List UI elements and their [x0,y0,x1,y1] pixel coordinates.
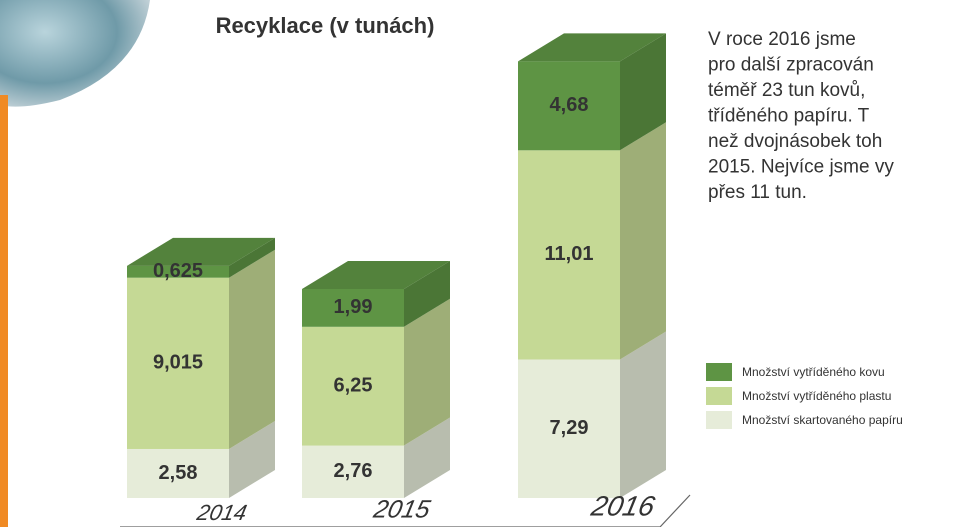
bar-front [127,448,229,498]
bar-front [127,277,229,449]
bar-segment [302,261,450,327]
x-tick-label: 2016 [588,490,658,522]
value-label: 6,25 [334,374,373,396]
bar-front [127,265,229,278]
x-tick-label: 2014 [194,500,249,525]
bar-front [302,445,404,498]
value-label: 9,015 [153,352,203,374]
bar-side [404,261,450,327]
value-label: 11,01 [545,243,594,265]
paragraph-line: téměř 23 tun kovů, [708,80,865,101]
legend-label: Množství vytříděného plastu [742,389,891,403]
bar-front [302,326,404,446]
bar-side [620,331,666,498]
legend-swatch [706,411,732,429]
paragraph-line: 2015. Nejvíce jsme vy [708,157,894,178]
legend-swatch [706,387,732,405]
bar-top [302,261,450,289]
value-label: 7,29 [550,417,589,439]
bar-side [620,33,666,151]
bar-top [127,237,275,266]
bar-front [518,359,620,498]
bar-segment [302,417,450,498]
bar-segment [302,298,450,446]
bar-side [229,237,275,278]
legend-label: Množství skartovaného papíru [742,413,903,427]
bar-top [518,33,666,62]
bar-segment [518,33,666,151]
bar-front [302,289,404,327]
value-label: 2,58 [159,462,198,484]
bar-side [620,122,666,360]
chart-title: Recyklace (v tunách) [216,13,435,38]
bar-segment [127,237,275,278]
bar-front [518,61,620,151]
baseline [120,494,691,527]
bar-segment [127,249,275,449]
bar-side [404,298,450,446]
paragraph-line: přes 11 tun. [708,182,807,203]
legend-swatch [706,363,732,381]
value-label: 4,68 [550,94,589,116]
paragraph-line: tříděného papíru. T [708,106,870,127]
bar-segment [518,331,666,498]
x-tick-label: 2015 [370,496,433,524]
value-label: 1,99 [334,296,373,318]
bar-segment [127,420,275,498]
paragraph-line: V roce 2016 jsme [708,29,856,50]
decoration-globe [0,0,150,107]
value-label: 0,625 [153,260,203,282]
bar-front [518,150,620,360]
bar-side [229,420,275,498]
paragraph-line: než dvojnásobek toh [708,131,882,152]
value-label: 2,76 [334,460,373,482]
decoration-strip [0,95,8,527]
paragraph-line: pro další zpracován [708,55,874,76]
bar-side [404,417,450,498]
bar-side [229,249,275,449]
legend-label: Množství vytříděného kovu [742,365,885,379]
bar-segment [518,122,666,360]
